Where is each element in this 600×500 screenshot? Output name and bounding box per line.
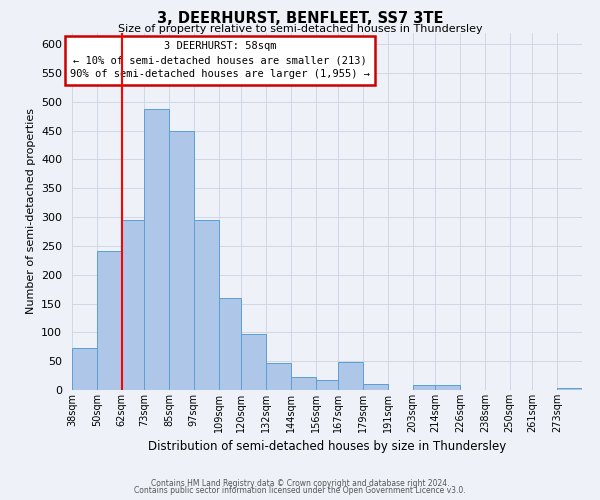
Bar — [241, 334, 266, 390]
Y-axis label: Number of semi-detached properties: Number of semi-detached properties — [26, 108, 35, 314]
Text: 3, DEERHURST, BENFLEET, SS7 3TE: 3, DEERHURST, BENFLEET, SS7 3TE — [157, 11, 443, 26]
Bar — [338, 362, 363, 390]
Bar — [316, 380, 338, 390]
Text: 3 DEERHURST: 58sqm
← 10% of semi-detached houses are smaller (213)
90% of semi-d: 3 DEERHURST: 58sqm ← 10% of semi-detache… — [70, 42, 370, 80]
Bar — [144, 108, 169, 390]
Bar — [436, 386, 460, 390]
Bar — [194, 220, 218, 390]
Bar — [122, 220, 144, 390]
Text: Size of property relative to semi-detached houses in Thundersley: Size of property relative to semi-detach… — [118, 24, 482, 34]
Text: Contains public sector information licensed under the Open Government Licence v3: Contains public sector information licen… — [134, 486, 466, 495]
Bar — [413, 386, 436, 390]
Bar — [218, 298, 241, 390]
Bar — [291, 378, 316, 390]
Bar — [97, 251, 122, 390]
Bar — [266, 364, 291, 390]
Bar — [169, 130, 194, 390]
X-axis label: Distribution of semi-detached houses by size in Thundersley: Distribution of semi-detached houses by … — [148, 440, 506, 454]
Bar — [72, 348, 97, 390]
Text: Contains HM Land Registry data © Crown copyright and database right 2024.: Contains HM Land Registry data © Crown c… — [151, 478, 449, 488]
Bar — [557, 388, 582, 390]
Bar — [363, 384, 388, 390]
